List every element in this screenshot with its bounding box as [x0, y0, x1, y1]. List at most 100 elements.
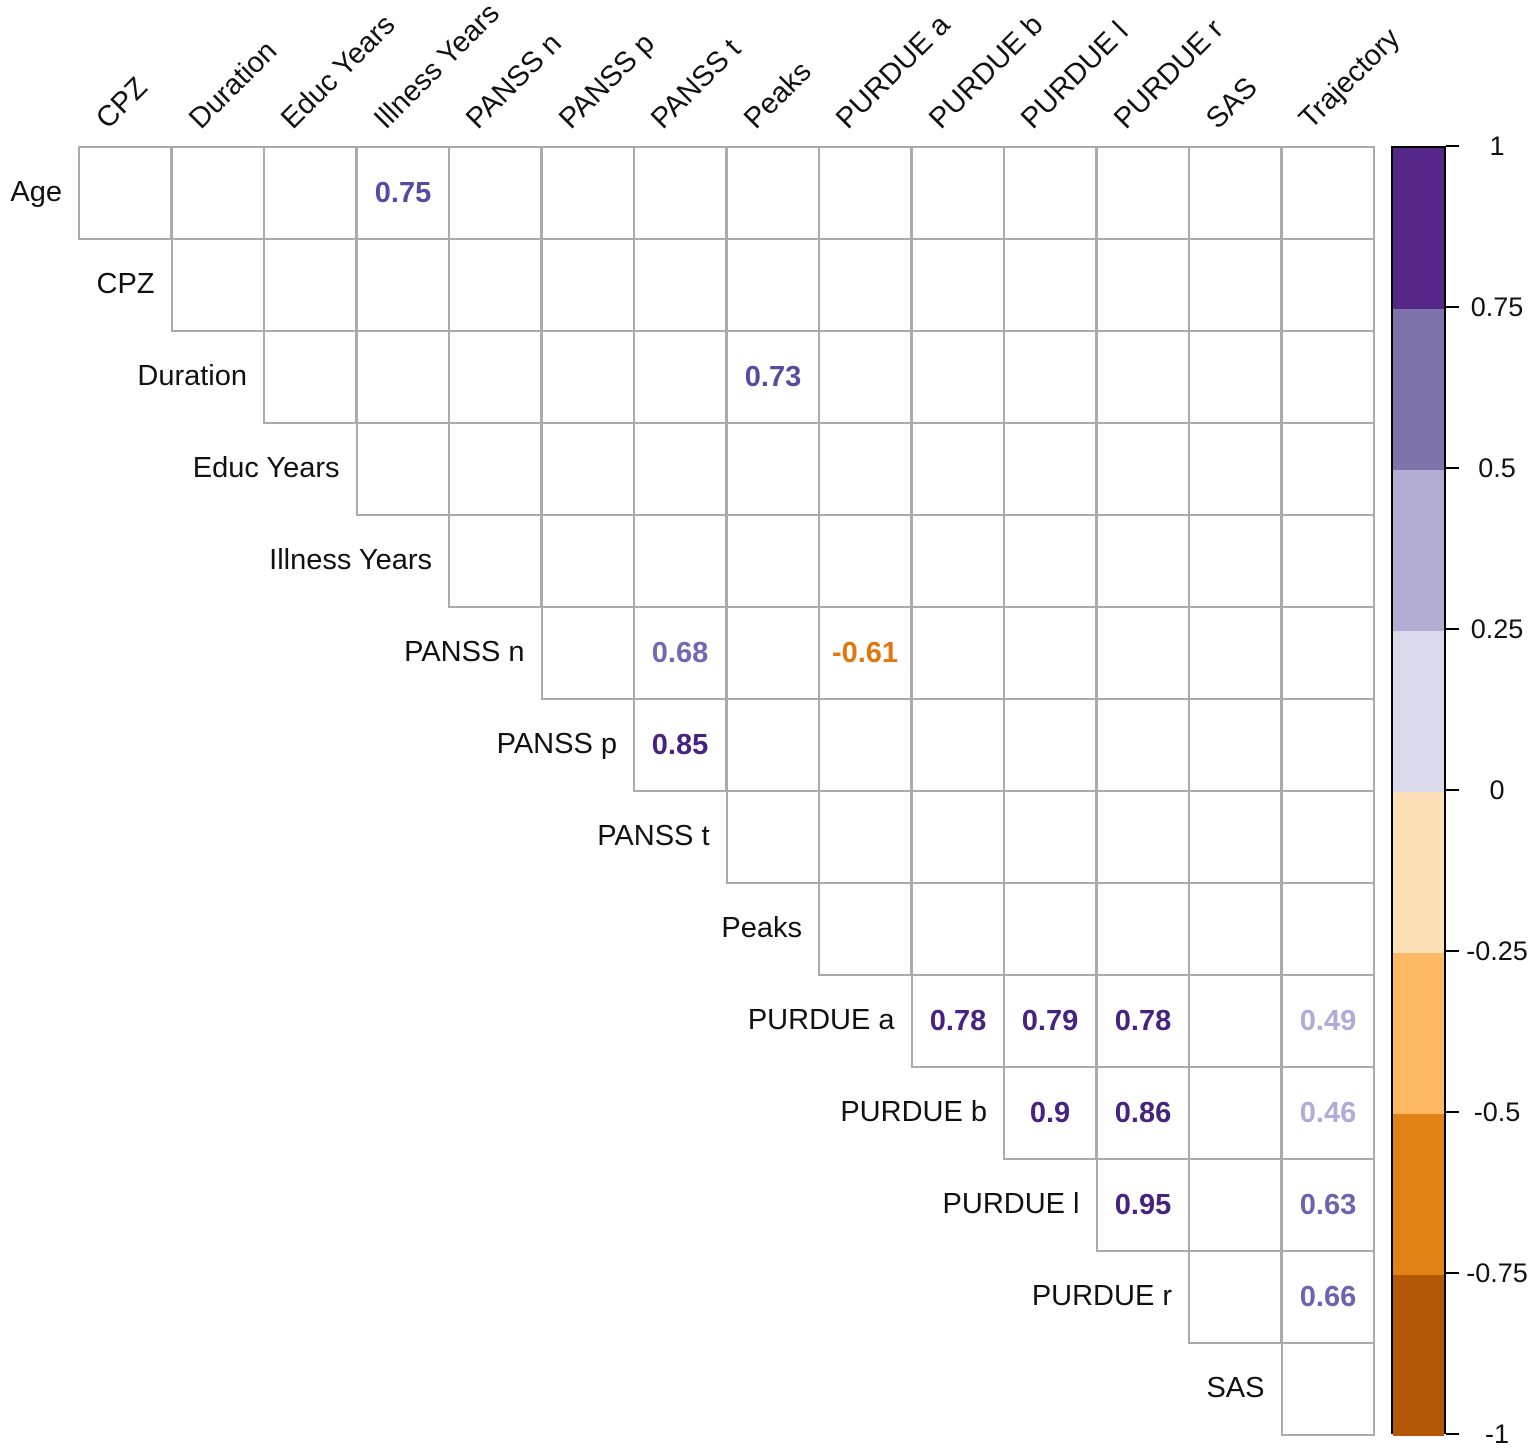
row-label: Peaks: [721, 911, 802, 944]
colorbar-tick-label: 0.5: [1478, 453, 1516, 483]
matrix-cell: [726, 606, 820, 700]
row-label: PURDUE b: [840, 1095, 987, 1128]
matrix-cell: [1096, 698, 1190, 792]
matrix-cell: 0.63: [1281, 1158, 1375, 1252]
matrix-cell: [726, 422, 820, 516]
row-label: PURDUE l: [942, 1187, 1080, 1220]
colorbar-tick-label: -0.5: [1473, 1097, 1521, 1127]
matrix-cell: [911, 698, 1005, 792]
matrix-cell: [541, 606, 635, 700]
matrix-cell: [356, 422, 450, 516]
matrix-cell: [1096, 422, 1190, 516]
matrix-cell: [633, 238, 727, 332]
matrix-cell: [911, 790, 1005, 884]
correlation-value: 0.95: [1114, 1188, 1172, 1221]
matrix-cell: [818, 790, 912, 884]
row-label: PURDUE a: [747, 1003, 895, 1036]
correlation-value: 0.66: [1299, 1280, 1357, 1313]
matrix-cell: 0.46: [1281, 1066, 1375, 1160]
row-label: SAS: [1206, 1371, 1265, 1404]
row-label: PURDUE r: [1031, 1279, 1172, 1312]
matrix-cell: [1188, 1158, 1282, 1252]
row-label: PANSS p: [496, 727, 617, 760]
matrix-cell: [1188, 146, 1282, 240]
matrix-cell: [1281, 146, 1375, 240]
matrix-cell: [171, 238, 265, 332]
matrix-cell: -0.61: [818, 606, 912, 700]
colorbar-tick-label: 1: [1489, 131, 1505, 161]
matrix-cell: [1188, 238, 1282, 332]
matrix-cell: [541, 514, 635, 608]
correlation-value: -0.61: [831, 636, 899, 669]
matrix-cell: [1188, 1250, 1282, 1344]
colorbar-tick: [1446, 789, 1459, 791]
colorbar-tick: [1446, 1111, 1459, 1113]
matrix-cell: [448, 146, 542, 240]
matrix-cell: [448, 422, 542, 516]
colorbar-tick: [1446, 145, 1459, 147]
colorbar-segment: [1393, 631, 1444, 792]
correlation-value: 0.63: [1299, 1188, 1357, 1221]
colorbar-tick: [1446, 1272, 1459, 1274]
matrix-cell: [1281, 1342, 1375, 1436]
row-label: CPZ: [96, 267, 155, 300]
matrix-cell: 0.66: [1281, 1250, 1375, 1344]
colorbar-segment: [1393, 792, 1444, 953]
matrix-cell: 0.78: [911, 974, 1005, 1068]
colorbar-segment: [1393, 1114, 1444, 1275]
matrix-cell: [818, 698, 912, 792]
matrix-cell: [263, 146, 357, 240]
matrix-cell: [726, 698, 820, 792]
matrix-cell: [1281, 698, 1375, 792]
matrix-cell: [541, 238, 635, 332]
colorbar-tick: [1446, 306, 1459, 308]
matrix-cell: [1096, 606, 1190, 700]
matrix-cell: [818, 330, 912, 424]
matrix-cell: [1188, 422, 1282, 516]
matrix-cell: 0.9: [1003, 1066, 1097, 1160]
colorbar-tick-label: -0.75: [1466, 1258, 1528, 1288]
row-label: Illness Years: [269, 543, 432, 576]
row-label: Age: [10, 175, 62, 208]
matrix-cell: [911, 514, 1005, 608]
matrix-cell: [911, 238, 1005, 332]
matrix-cell: [1188, 790, 1282, 884]
matrix-cell: [633, 146, 727, 240]
matrix-cell: [1003, 698, 1097, 792]
matrix-cell: [171, 146, 265, 240]
matrix-cell: 0.78: [1096, 974, 1190, 1068]
correlation-value: 0.85: [651, 728, 709, 761]
colorbar-tick: [1446, 467, 1459, 469]
matrix-cell: [541, 146, 635, 240]
matrix-cell: [911, 146, 1005, 240]
row-label: Duration: [137, 359, 247, 392]
matrix-cell: [911, 606, 1005, 700]
correlation-value: 0.79: [1021, 1004, 1079, 1037]
correlation-value: 0.86: [1114, 1096, 1172, 1129]
matrix-cell: 0.85: [633, 698, 727, 792]
colorbar-segment: [1393, 309, 1444, 470]
matrix-cell: [448, 514, 542, 608]
matrix-cell: [356, 238, 450, 332]
matrix-cell: [818, 238, 912, 332]
matrix-cell: [633, 514, 727, 608]
matrix-cell: [541, 330, 635, 424]
matrix-cell: [1281, 882, 1375, 976]
matrix-cell: [726, 146, 820, 240]
colorbar-segment: [1393, 148, 1444, 309]
colorbar-segment: [1393, 470, 1444, 631]
colorbar-tick: [1446, 1433, 1459, 1435]
correlation-value: 0.46: [1299, 1096, 1357, 1129]
colorbar-tick-label: -0.25: [1466, 936, 1528, 966]
matrix-cell: 0.79: [1003, 974, 1097, 1068]
matrix-cell: [1096, 146, 1190, 240]
matrix-cell: 0.86: [1096, 1066, 1190, 1160]
matrix-cell: [263, 330, 357, 424]
matrix-cell: [1003, 790, 1097, 884]
matrix-cell: [1188, 514, 1282, 608]
matrix-cell: [1188, 974, 1282, 1068]
matrix-cell: [1188, 330, 1282, 424]
matrix-cell: 0.73: [726, 330, 820, 424]
correlation-value: 0.73: [744, 360, 802, 393]
